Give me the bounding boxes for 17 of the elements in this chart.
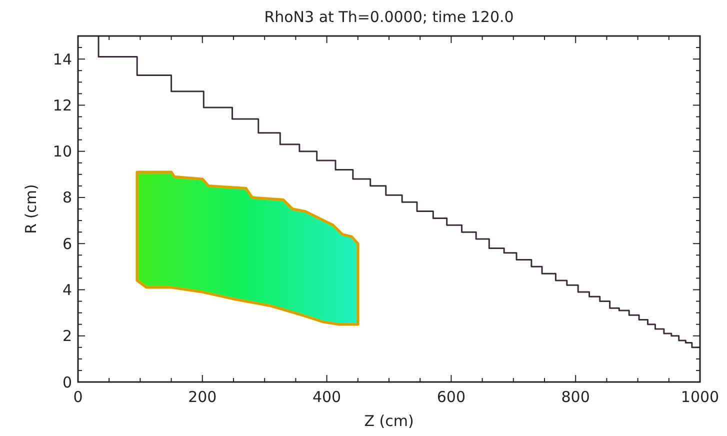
x-tick-label: 600 [436,388,466,406]
y-tick-label: 10 [52,142,72,161]
chart-title: RhoN3 at Th=0.0000; time 120.0 [264,8,514,26]
x-tick-label: 800 [561,388,590,406]
x-tick-label: 200 [188,388,217,406]
y-axis-title: R (cm) [22,184,40,234]
y-tick-label: 6 [62,234,72,253]
x-tick-label: 1000 [680,388,720,406]
x-axis-title: Z (cm) [364,412,414,430]
y-tick-label: 12 [52,96,72,114]
y-tick-label: 2 [62,327,72,346]
x-tick-label: 400 [312,388,342,406]
y-tick-label: 0 [62,373,72,392]
y-tick-label: 14 [52,50,72,68]
y-tick-label: 4 [62,280,72,299]
x-tick-label: 0 [73,388,83,406]
y-tick-label: 8 [62,188,72,207]
